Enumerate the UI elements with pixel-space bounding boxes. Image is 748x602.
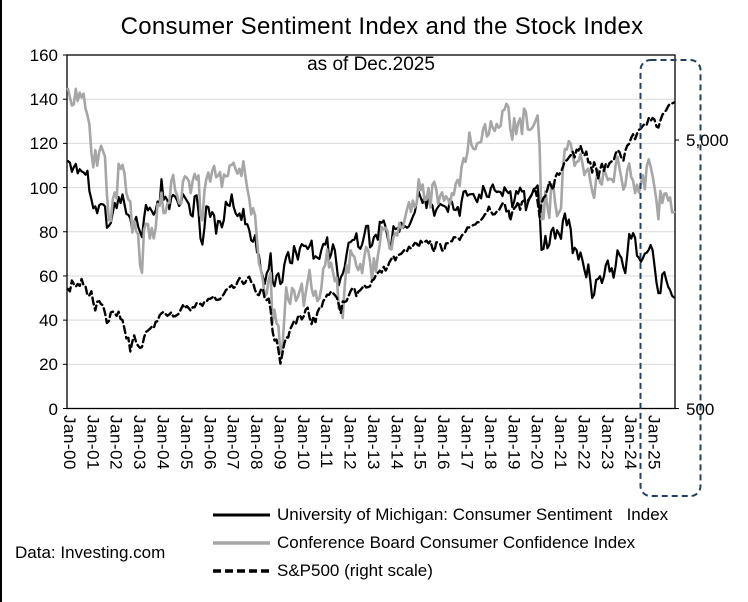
highlight-region (639, 59, 702, 497)
left-axis-tick-label: 160 (29, 46, 58, 65)
left-axis-tick-label: 0 (48, 399, 58, 419)
chart-title: Consumer Sentiment Index and the Stock I… (120, 13, 644, 40)
left-axis-tick-label: 20 (39, 355, 58, 375)
x-axis-tick-label: Jan-08 (247, 415, 267, 470)
x-axis-tick-label: Jan-09 (270, 415, 290, 470)
x-axis-tick-label: Jan-01 (83, 415, 103, 470)
source-note: Data: Investing.com (15, 543, 166, 562)
left-axis-tick-label: 40 (39, 311, 58, 331)
x-axis-tick-label: Jan-07 (223, 415, 243, 470)
x-axis-tick-label: Jan-17 (457, 415, 477, 470)
x-axis-tick-label: Jan-16 (434, 415, 454, 470)
right-axis-tick-label: 500 (686, 399, 715, 419)
left-axis-tick-label: 140 (29, 90, 58, 110)
x-axis-tick-label: Jan-05 (176, 415, 196, 470)
legend-label: S&P500 (right scale) (277, 561, 433, 580)
x-axis-tick-label: Jan-03 (130, 415, 150, 470)
legend-item: S&P500 (right scale) (213, 557, 668, 585)
legend: University of Michigan: Consumer Sentime… (213, 501, 668, 585)
x-axis-tick-label: Jan-18 (480, 415, 500, 470)
left-axis-tick-label: 60 (39, 266, 58, 286)
legend-item: University of Michigan: Consumer Sentime… (213, 501, 668, 529)
x-axis-tick-label: Jan-22 (574, 415, 594, 470)
solid-gray-line-sample (213, 541, 270, 545)
x-axis-tick-label: Jan-19 (504, 415, 524, 470)
left-axis-tick-label: 120 (29, 134, 58, 154)
x-axis-tick-label: Jan-04 (153, 415, 173, 470)
x-axis-tick-label: Jan-14 (387, 415, 407, 470)
x-axis-tick-label: Jan-23 (597, 415, 617, 470)
x-axis-tick-label: Jan-12 (340, 415, 360, 470)
x-axis-tick-label: Jan-10 (293, 415, 313, 470)
x-axis-tick-label: Jan-13 (363, 415, 383, 470)
series-solid-gray (66, 87, 676, 354)
x-axis-tick-label: Jan-21 (551, 415, 571, 470)
x-axis-tick-label: Jan-00 (59, 415, 79, 470)
chart-subtitle: as of Dec.2025 (307, 54, 435, 75)
left-axis-tick-label: 100 (29, 178, 58, 198)
x-axis-tick-label: Jan-15 (410, 415, 430, 470)
x-axis-tick-label: Jan-11 (317, 415, 337, 469)
series-dashed-black (66, 101, 676, 365)
plot-border (66, 54, 676, 410)
series-solid-black (66, 160, 676, 300)
left-axis-tick-label: 80 (39, 222, 58, 242)
x-axis-tick-label: Jan-20 (527, 415, 547, 470)
x-axis-tick-label: Jan-02 (106, 415, 126, 470)
x-axis-tick-label: Jan-06 (200, 415, 220, 470)
legend-label: Conference Board Consumer Confidence Ind… (277, 533, 636, 552)
dashed-black-line-sample (213, 569, 270, 573)
legend-item: Conference Board Consumer Confidence Ind… (213, 529, 668, 557)
right-axis-tick-label: 5,000 (686, 131, 729, 151)
x-axis-tick-label: Jan-25 (644, 415, 664, 470)
solid-black-line-sample (213, 513, 270, 517)
legend-label: University of Michigan: Consumer Sentime… (277, 505, 669, 524)
x-axis-tick-label: Jan-24 (621, 415, 641, 470)
